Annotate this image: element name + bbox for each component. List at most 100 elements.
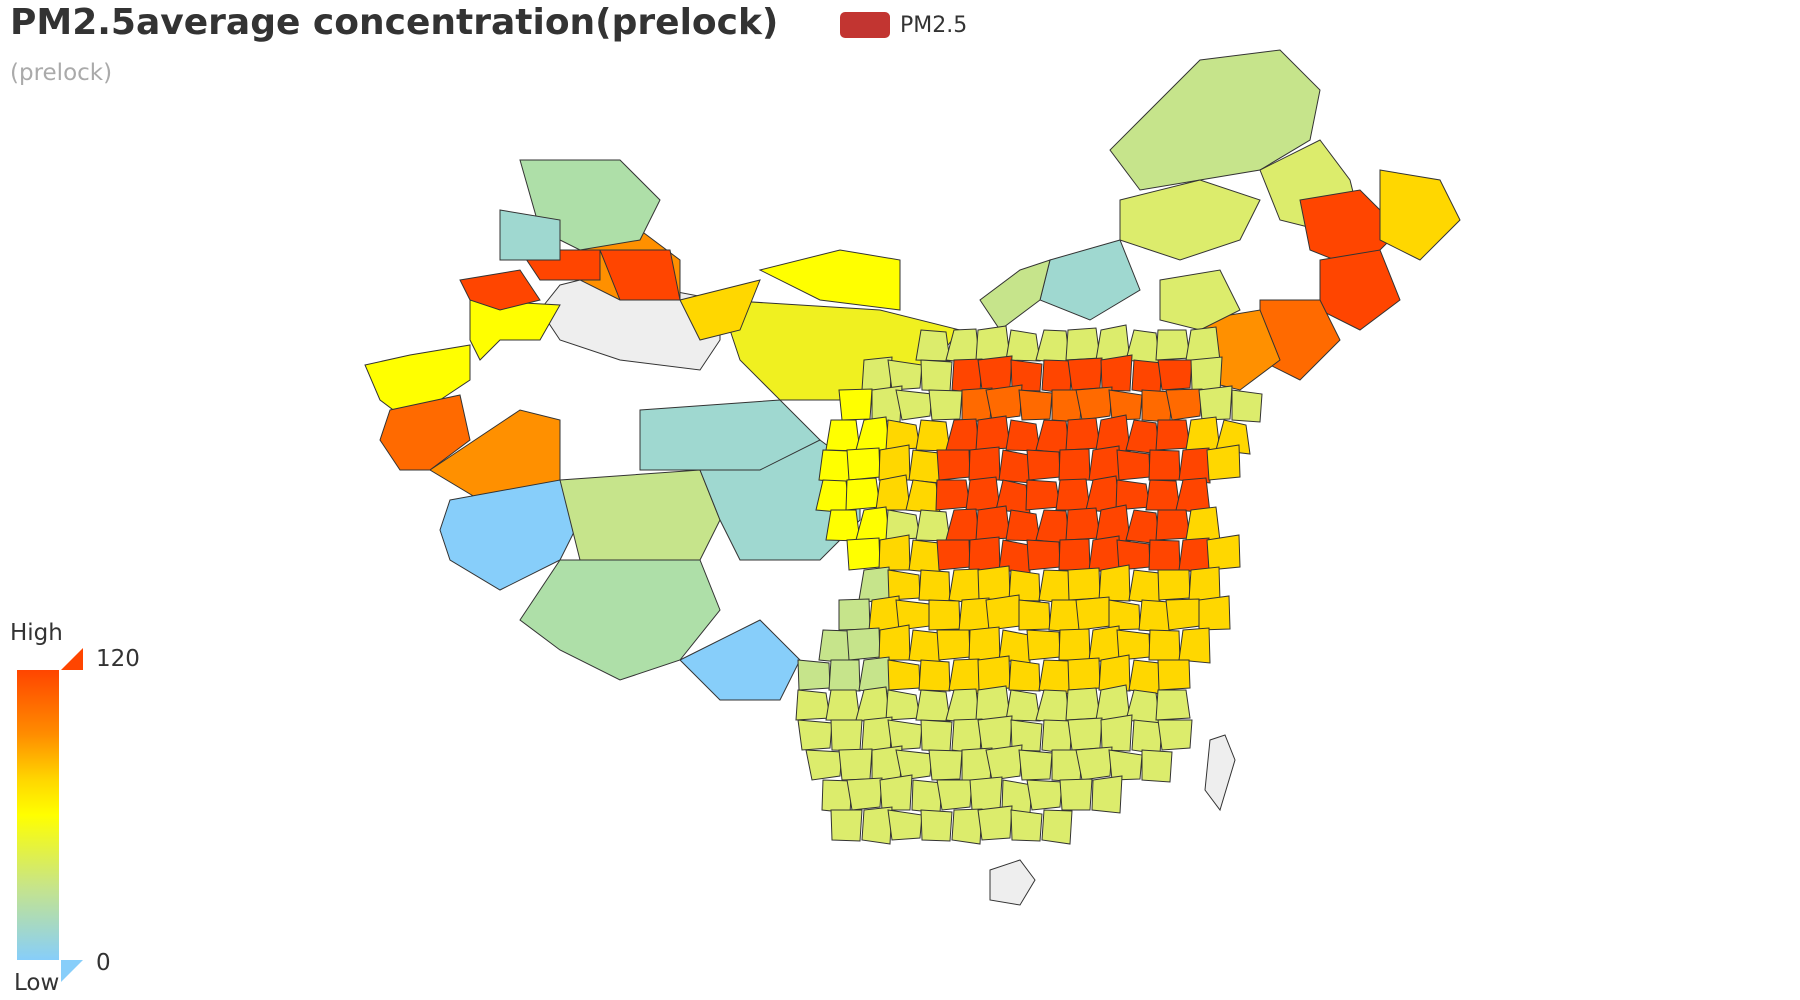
city-region-6[interactable] [1095,324,1131,362]
region-inner-mongolia-2[interactable] [979,259,1051,331]
city-region-174[interactable] [1010,719,1043,752]
city-region-97[interactable] [1058,538,1091,571]
region-xinjiang-2[interactable] [679,279,761,341]
city-region-84[interactable] [1035,509,1071,545]
city-region-17[interactable] [1067,357,1103,391]
city-region-34[interactable] [1198,385,1233,421]
city-region-92[interactable] [908,539,941,574]
city-region-113[interactable] [1157,569,1191,601]
city-region-88[interactable] [1155,509,1191,541]
city-region-183[interactable] [895,749,933,781]
city-region-141[interactable] [797,659,831,691]
city-region-189[interactable] [1075,746,1113,781]
city-region-56[interactable] [998,449,1031,484]
city-region-147[interactable] [977,655,1011,691]
city-region-22[interactable] [838,388,873,421]
city-region-160[interactable] [975,685,1011,721]
city-region-162[interactable] [1035,689,1071,725]
city-region-77[interactable] [825,509,861,542]
city-region-28[interactable] [1018,389,1053,421]
region-tibet-south[interactable] [519,559,721,681]
city-region-67[interactable] [905,479,941,514]
city-region-20[interactable] [1157,359,1193,391]
region-jilin[interactable] [1319,249,1401,331]
city-region-90[interactable] [846,537,881,571]
city-region-45[interactable] [1095,414,1131,452]
city-region-85[interactable] [1065,507,1101,541]
city-region-116[interactable] [868,595,901,633]
city-region-119[interactable] [958,597,991,633]
city-region-58[interactable] [1058,448,1091,481]
city-region-104[interactable] [887,569,921,601]
city-region-159[interactable] [945,688,981,725]
city-region-89[interactable] [1185,506,1221,542]
city-region-128[interactable] [818,629,851,664]
region-heilongjiang-3[interactable] [1379,169,1461,261]
city-region-209[interactable] [1041,809,1073,845]
city-region-125[interactable] [1138,599,1171,633]
city-region-110[interactable] [1067,567,1101,601]
city-region-47[interactable] [1155,419,1191,451]
city-region-36[interactable] [825,419,861,452]
city-region-27[interactable] [985,384,1023,421]
city-region-65[interactable] [845,477,881,511]
city-region-178[interactable] [1131,719,1163,755]
city-region-75[interactable] [1145,479,1181,511]
city-region-154[interactable] [795,689,831,721]
city-region-184[interactable] [928,749,963,781]
city-region-69[interactable] [965,476,1001,511]
city-region-171[interactable] [920,719,953,752]
region-tibet-east[interactable] [679,619,801,701]
city-region-105[interactable] [918,569,951,602]
city-region-44[interactable] [1065,417,1101,451]
city-region-111[interactable] [1098,564,1131,602]
city-region-126[interactable] [1165,598,1201,631]
city-region-175[interactable] [1041,719,1073,755]
city-region-60[interactable] [1116,449,1151,481]
city-region-131[interactable] [908,629,941,664]
city-region-144[interactable] [887,659,921,691]
city-region-79[interactable] [885,509,921,541]
city-region-30[interactable] [1075,386,1113,421]
city-region-167[interactable] [797,719,833,751]
city-region-24[interactable] [895,389,933,421]
region-hebei-north[interactable] [1159,269,1241,331]
city-region-135[interactable] [1026,629,1061,661]
city-region-40[interactable] [945,418,981,455]
city-region-12[interactable] [920,359,953,392]
city-region-91[interactable] [878,534,911,571]
city-region-204[interactable] [887,809,923,841]
city-region-152[interactable] [1128,659,1161,695]
city-region-94[interactable] [968,536,1001,571]
city-region-133[interactable] [968,626,1001,661]
city-region-203[interactable] [861,806,893,845]
city-region-158[interactable] [915,689,951,722]
city-region-81[interactable] [945,508,981,545]
city-region-129[interactable] [846,627,881,661]
city-region-48[interactable] [1185,416,1221,452]
city-region-145[interactable] [918,659,951,692]
city-region-31[interactable] [1108,389,1143,421]
city-region-179[interactable] [1157,719,1193,751]
city-region-66[interactable] [875,474,911,511]
city-region-41[interactable] [975,415,1011,451]
city-region-197[interactable] [969,776,1003,811]
city-region-71[interactable] [1025,479,1061,511]
city-region-86[interactable] [1095,504,1131,542]
city-region-130[interactable] [878,624,911,661]
region-hainan[interactable] [989,859,1036,906]
city-region-173[interactable] [977,715,1013,751]
city-region-16[interactable] [1041,359,1073,395]
city-region-0[interactable] [915,329,951,362]
city-region-170[interactable] [887,719,923,751]
city-region-42[interactable] [1005,419,1041,452]
city-region-139[interactable] [1148,629,1181,661]
city-region-4[interactable] [1035,329,1071,365]
city-region-190[interactable] [1108,749,1143,781]
city-region-164[interactable] [1095,684,1131,722]
city-region-8[interactable] [1155,329,1191,361]
city-region-96[interactable] [1026,539,1061,571]
city-region-19[interactable] [1131,359,1163,395]
city-region-202[interactable] [830,809,863,842]
city-region-102[interactable] [1206,534,1241,571]
